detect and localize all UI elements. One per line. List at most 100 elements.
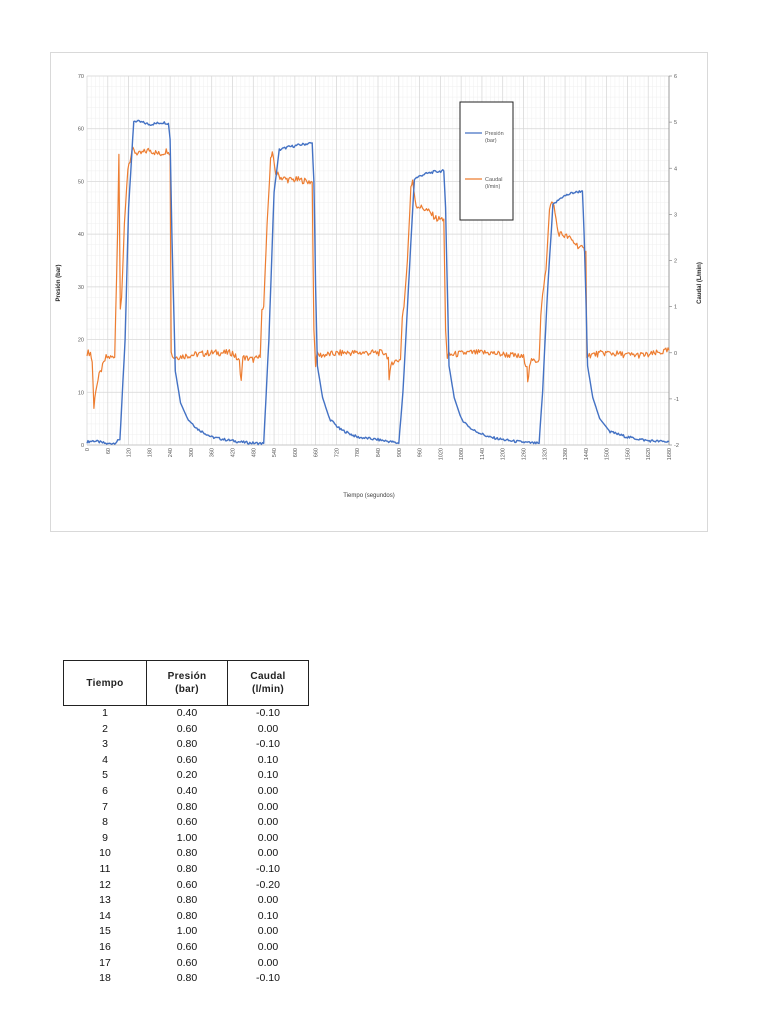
cell-caudal: 0.00 [257, 956, 279, 969]
cell-tiempo: 12 [99, 878, 111, 891]
table-row: 11 0.80 -0.10 [64, 862, 309, 878]
cell-presion: 0.80 [176, 847, 198, 860]
flow-series-line [86, 146, 670, 409]
y-tick-label: 30 [78, 285, 84, 291]
x-tick-label: 60 [106, 448, 112, 454]
cell-tiempo: 4 [102, 753, 108, 766]
legend-flow-label: Caudal [485, 177, 502, 183]
pressure-series-line [86, 119, 670, 446]
cell-tiempo: 5 [102, 769, 108, 782]
x-tick-label: 960 [418, 448, 424, 457]
cell-presion: 0.60 [176, 956, 198, 969]
cell-tiempo: 7 [102, 800, 108, 813]
cell-caudal: -0.10 [256, 738, 280, 751]
legend-flow-unit: (l/min) [485, 184, 500, 190]
major-gridlines [86, 75, 670, 446]
data-table: Tiempo Presión (bar) Caudal (l/min) 1 0.4… [63, 660, 309, 987]
x-tick-label: 0 [85, 448, 91, 451]
x-tick-label: 1380 [563, 448, 569, 460]
cell-presion: 0.40 [176, 707, 198, 719]
cell-tiempo: 18 [99, 972, 111, 985]
cell-presion: 0.80 [176, 800, 198, 813]
x-tick-label: 780 [355, 448, 361, 457]
cell-tiempo: 17 [99, 956, 111, 969]
table-row: 13 0.80 0.00 [64, 893, 309, 909]
x-tick-label: 240 [168, 448, 174, 457]
table-row: 5 0.20 0.10 [64, 768, 309, 784]
table-row: 16 0.60 0.00 [64, 940, 309, 956]
y-tick-label: 70 [78, 74, 84, 80]
cell-presion: 0.60 [176, 753, 198, 766]
cell-tiempo: 14 [99, 909, 111, 922]
legend: Presión (bar) Caudal (l/min) [459, 101, 514, 221]
table-row: 17 0.60 0.00 [64, 956, 309, 972]
cell-presion: 0.20 [176, 769, 198, 782]
x-tick-label: 900 [397, 448, 403, 457]
cell-presion: 0.60 [176, 816, 198, 829]
y-tick-label: 20 [78, 338, 84, 344]
header-caudal-label: Caudal [250, 671, 286, 682]
x-tick-label: 1020 [438, 448, 444, 460]
table-body: 1 0.40 -0.10 2 0.60 0.00 3 0.80 -0.10 4 0.60 0.10 5 0… [64, 706, 309, 987]
y-tick-label: 40 [78, 232, 84, 238]
y2-axis-title: Caudal (L/min) [697, 262, 703, 304]
cell-caudal: 0.00 [257, 940, 279, 953]
y2-tick-label: 0 [674, 351, 677, 357]
table-header-row: Tiempo Presión (bar) Caudal (l/min) [63, 660, 309, 706]
cell-tiempo: 9 [102, 831, 108, 844]
table-row: 15 1.00 0.00 [64, 924, 309, 940]
cell-caudal: 0.00 [257, 816, 279, 829]
x-tick-label: 120 [127, 448, 133, 457]
y-axis-title: Presión (bar) [56, 264, 62, 301]
x-axis-ticks: 0 60 120 180 240 300 360 420 480 540 600 660 720 780 8… [85, 448, 673, 460]
table-row: 6 0.40 0.00 [64, 784, 309, 800]
x-tick-label: 180 [147, 448, 153, 457]
cell-caudal: 0.00 [257, 847, 279, 860]
cell-tiempo: 3 [102, 738, 108, 751]
table-row: 8 0.60 0.00 [64, 815, 309, 831]
y-tick-label: 0 [81, 443, 84, 449]
x-tick-label: 1080 [459, 448, 465, 460]
y2-tick-label: -1 [674, 397, 679, 403]
table-row: 2 0.60 0.00 [64, 722, 309, 738]
x-axis-title: Tiempo (segundos) [343, 493, 394, 499]
x-tick-label: 540 [272, 448, 278, 457]
cell-caudal: 0.00 [257, 831, 279, 844]
x-tick-label: 1140 [480, 448, 486, 460]
cell-caudal: -0.20 [256, 878, 280, 891]
cell-caudal: 0.10 [257, 909, 279, 922]
cell-presion: 0.80 [176, 738, 198, 751]
cell-presion: 0.80 [176, 862, 198, 875]
x-tick-label: 720 [334, 448, 340, 457]
cell-presion: 1.00 [176, 925, 198, 938]
x-tick-label: 1500 [605, 448, 611, 460]
header-presion-label: Presión [167, 671, 207, 682]
cell-tiempo: 15 [99, 925, 111, 938]
cell-tiempo: 13 [99, 894, 111, 907]
legend-pressure-unit: (bar) [485, 138, 497, 144]
header-caudal: Caudal (l/min) [227, 660, 309, 706]
cell-presion: 0.80 [176, 972, 198, 985]
y2-tick-label: 1 [674, 305, 677, 311]
cell-caudal: -0.10 [256, 862, 280, 875]
cell-presion: 0.80 [176, 894, 198, 907]
cell-caudal: 0.00 [257, 800, 279, 813]
cell-caudal: 0.00 [257, 722, 279, 735]
x-tick-label: 660 [314, 448, 320, 457]
y2-tick-label: 5 [674, 120, 677, 126]
left-axis-ticks: 0 10 20 30 40 50 60 70 [78, 74, 84, 449]
table-row: 1 0.40 -0.10 [64, 706, 309, 722]
cell-tiempo: 1 [102, 707, 108, 719]
cell-caudal: 0.00 [257, 784, 279, 797]
cell-presion: 0.60 [176, 722, 198, 735]
table-row: 12 0.60 -0.20 [64, 878, 309, 894]
y2-tick-label: 3 [674, 212, 677, 218]
table-row: 14 0.80 0.10 [64, 909, 309, 925]
cell-tiempo: 16 [99, 940, 111, 953]
x-tick-label: 1320 [542, 448, 548, 460]
y-tick-label: 10 [78, 390, 84, 396]
header-tiempo: Tiempo [63, 660, 147, 706]
x-tick-label: 480 [251, 448, 257, 457]
y2-tick-label: 6 [674, 74, 677, 80]
